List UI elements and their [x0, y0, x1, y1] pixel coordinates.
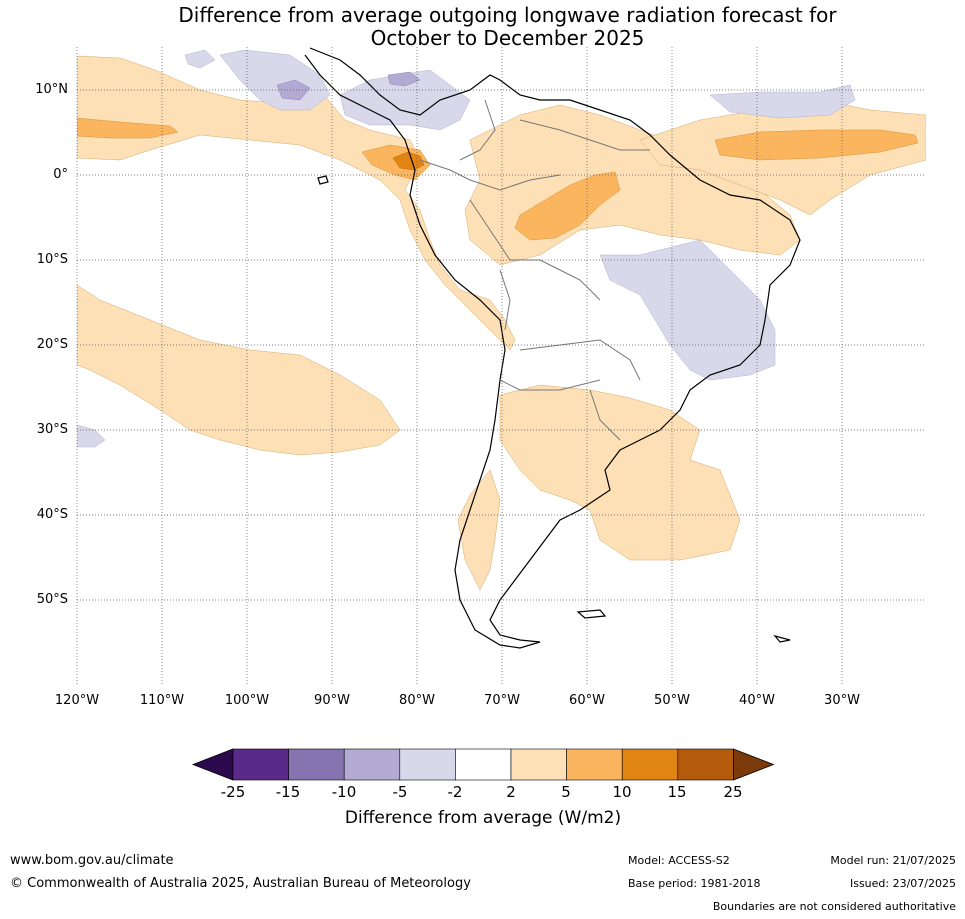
anomaly-2-to-5-regions — [77, 55, 926, 591]
colorbar — [191, 748, 775, 781]
colorbar-tick-minus-2: -2 — [447, 783, 463, 801]
lat-label-20s: 20°S — [36, 337, 68, 352]
lon-label-120w: 120°W — [54, 693, 100, 708]
graticule — [76, 47, 926, 685]
footer-copyright: © Commonwealth of Australia 2025, Austra… — [10, 876, 471, 891]
lat-label-40s: 40°S — [36, 507, 68, 522]
footer-issued: Issued: 23/07/2025 — [849, 877, 956, 890]
colorbar-label: Difference from average (W/m2) — [344, 808, 622, 828]
lon-label-110w: 110°W — [139, 693, 185, 708]
colorbar-tick-2: 2 — [506, 783, 516, 801]
colorbar-swatch — [343, 748, 401, 781]
colorbar-swatch — [510, 748, 567, 781]
lon-label-30w: 30°W — [824, 693, 860, 708]
colorbar-swatch — [232, 748, 289, 781]
footer-disclaimer: Boundaries are not considered authoritat… — [712, 900, 956, 913]
footer-base-period: Base period: 1981-2018 — [628, 877, 761, 890]
colorbar-swatch — [566, 748, 623, 781]
colorbar-swatch — [455, 748, 512, 781]
footer-model: Model: ACCESS-S2 — [628, 854, 730, 867]
colorbar-tick-minus-5: -5 — [392, 783, 408, 801]
lat-label-10n: 10°N — [35, 82, 68, 97]
footer-model-run: Model run: 21/07/2025 — [830, 854, 956, 867]
map-title: Difference from average outgoing longwav… — [0, 4, 965, 50]
title-line-2: October to December 2025 — [370, 26, 645, 50]
lat-label-0: 0° — [53, 167, 68, 182]
colorbar-swatch — [621, 748, 679, 781]
colorbar-extend-high — [733, 748, 775, 781]
colorbar-extend-low — [191, 748, 234, 781]
lon-label-100w: 100°W — [224, 693, 270, 708]
lon-label-70w: 70°W — [484, 693, 520, 708]
colorbar-swatch — [288, 748, 345, 781]
colorbar-tick-5: 5 — [561, 783, 571, 801]
lon-label-90w: 90°W — [314, 693, 350, 708]
lat-label-10s: 10°S — [36, 252, 68, 267]
lat-label-50s: 50°S — [36, 592, 68, 607]
colorbar-tick-10: 10 — [612, 783, 632, 801]
title-line-1: Difference from average outgoing longwav… — [178, 3, 837, 27]
colorbar-tick-minus-15: -15 — [275, 783, 301, 801]
colorbar-tick-minus-10: -10 — [331, 783, 357, 801]
colorbar-swatch — [399, 748, 456, 781]
colorbar-swatch — [677, 748, 734, 781]
colorbar-tick-minus-25: -25 — [220, 783, 246, 801]
lon-label-40w: 40°W — [739, 693, 775, 708]
footer-site-link[interactable]: www.bom.gov.au/climate — [10, 853, 174, 868]
lon-label-50w: 50°W — [654, 693, 690, 708]
colorbar-tick-15: 15 — [667, 783, 687, 801]
colorbar-tick-25: 25 — [723, 783, 743, 801]
lon-label-80w: 80°W — [399, 693, 435, 708]
lon-label-60w: 60°W — [569, 693, 605, 708]
coastlines — [304, 47, 801, 649]
anomaly-10-to-15-regions — [392, 151, 425, 171]
lat-label-30s: 30°S — [36, 422, 68, 437]
map-panel — [76, 47, 926, 685]
